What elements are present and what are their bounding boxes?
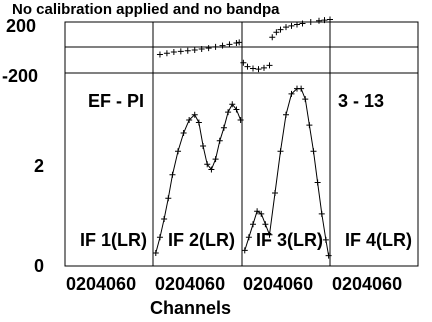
phase-point-if3-2 (250, 65, 256, 72)
phase-point-if3-5 (266, 62, 273, 69)
amp-point-if3-0 (241, 247, 248, 254)
amp-point-if3-3 (254, 208, 261, 215)
panel-label-if4: IF 4(LR) (345, 230, 412, 250)
baseline-label: EF - PI (88, 91, 144, 111)
phase-point-if2-4 (184, 47, 191, 54)
amp-point-if3-8 (277, 148, 284, 155)
phase-point-if3-11 (294, 21, 300, 28)
amp-point-if2-19 (237, 116, 244, 123)
amp-point-if3-15 (310, 148, 317, 155)
amp-point-if2-15 (220, 124, 227, 131)
amp-tick-0: 0 (34, 256, 44, 276)
chart-title: No calibration applied and no bandpa (12, 1, 280, 18)
phase-point-if3-15 (321, 17, 328, 24)
phase-point-if2-7 (205, 45, 212, 52)
amp-point-if3-2 (250, 221, 256, 228)
amp-point-if3-5 (262, 221, 269, 228)
amp-point-if3-9 (283, 111, 289, 118)
amp-point-if3-19 (325, 252, 332, 259)
amp-point-if3-14 (306, 122, 313, 129)
amp-point-if2-12 (208, 166, 215, 173)
amp-point-if2-18 (233, 106, 240, 113)
panel-label-if3: IF 3(LR) (256, 230, 323, 250)
phase-point-if3-1 (244, 63, 251, 70)
amp-point-if2-17 (229, 101, 236, 108)
xticks-if1: 0204060 (66, 274, 136, 294)
data-traces (152, 16, 333, 259)
amp-point-if3-17 (318, 210, 325, 217)
amp-point-if2-0 (152, 249, 159, 256)
amp-point-if2-16 (225, 109, 232, 116)
phase-point-if2-11 (233, 40, 240, 47)
phase-point-if2-2 (170, 48, 177, 55)
amp-point-if2-11 (204, 161, 211, 168)
phase-point-if3-6 (269, 34, 276, 41)
phase-tick-top: 200 (6, 16, 36, 36)
phase-point-if3-13 (307, 19, 314, 25)
phase-tick-bottom: -200 (2, 66, 38, 86)
phase-point-if3-0 (240, 59, 247, 66)
amp-point-if3-10 (288, 90, 295, 97)
phase-point-if3-8 (277, 26, 284, 33)
amp-point-if3-16 (314, 179, 321, 186)
amp-point-if3-12 (298, 85, 305, 92)
xticks-if3: 0204060 (243, 274, 313, 294)
amp-point-if2-14 (216, 137, 223, 144)
amp-point-if3-1 (245, 234, 252, 241)
amp-point-if2-5 (175, 148, 182, 155)
panel-label-if2: IF 2(LR) (168, 230, 235, 250)
phase-point-if3-9 (283, 24, 289, 31)
amp-point-if2-2 (161, 216, 168, 223)
phase-point-if2-10 (226, 41, 233, 48)
amp-point-if3-6 (266, 231, 273, 238)
phase-point-if3-12 (299, 20, 306, 27)
amp-point-if2-13 (212, 156, 219, 163)
phase-point-if2-1 (163, 50, 170, 57)
phase-point-if2-8 (212, 43, 219, 50)
amp-point-if3-4 (258, 210, 265, 217)
phase-point-if2-3 (177, 48, 184, 55)
phase-point-if3-16 (327, 16, 333, 23)
xticks-if4: 0204060 (332, 274, 402, 294)
phase-point-if3-7 (273, 29, 280, 36)
panel-label-if1: IF 1(LR) (80, 230, 147, 250)
phase-point-if3-3 (255, 66, 262, 73)
xticks-if2: 0204060 (155, 274, 225, 294)
amp-point-if3-18 (322, 236, 329, 243)
phase-point-if2-12 (236, 39, 243, 46)
amp-point-if2-1 (156, 234, 163, 241)
amp-point-if2-9 (195, 119, 202, 126)
phase-point-if2-9 (219, 42, 226, 49)
amp-point-if2-7 (186, 116, 193, 123)
phase-point-if2-0 (156, 51, 163, 58)
x-axis-title: Channels (150, 298, 231, 318)
amp-point-if2-10 (200, 143, 207, 150)
channel-label: 3 - 13 (338, 91, 384, 111)
amp-point-if2-3 (165, 195, 172, 202)
phase-point-if2-5 (191, 47, 198, 54)
amp-line-if2 (155, 103, 242, 254)
amp-point-if3-7 (272, 189, 278, 196)
amp-point-if2-4 (169, 171, 176, 178)
phase-point-if2-6 (198, 46, 205, 53)
amp-point-if3-13 (302, 96, 309, 103)
amp-point-if2-8 (191, 111, 198, 118)
amp-tick-2: 2 (34, 156, 44, 176)
phase-point-if3-4 (261, 64, 267, 71)
amp-point-if2-6 (180, 129, 187, 136)
phase-point-if3-14 (316, 17, 322, 24)
phase-point-if3-10 (288, 22, 295, 29)
